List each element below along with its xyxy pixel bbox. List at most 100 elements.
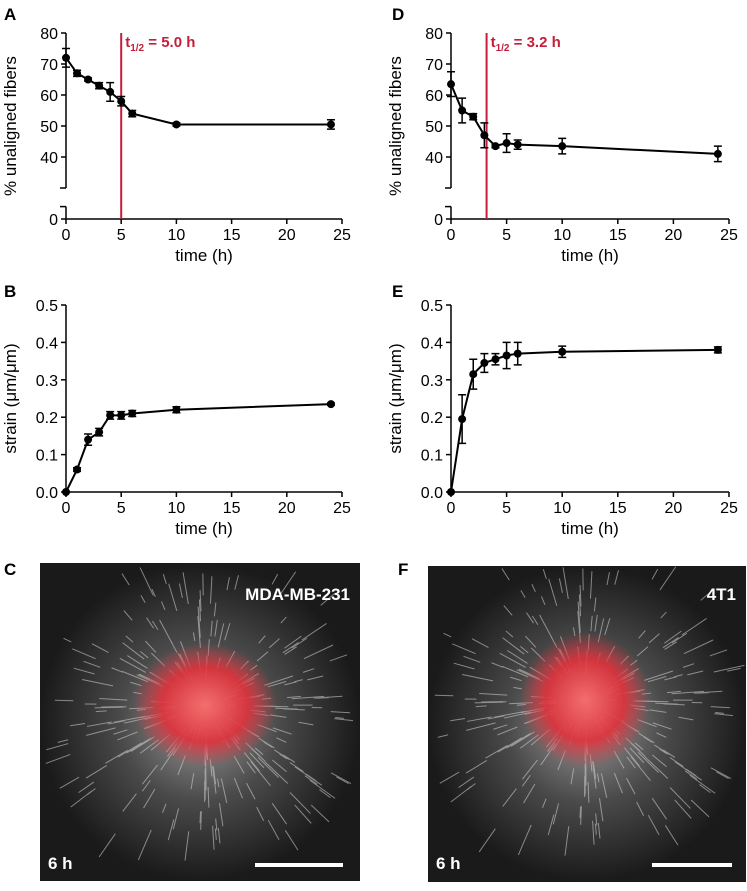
y-tick-label: 0.2 xyxy=(36,410,58,427)
x-tick-label: 25 xyxy=(720,500,738,517)
data-point xyxy=(491,142,499,150)
data-point xyxy=(469,113,477,121)
x-tick-label: 15 xyxy=(223,227,241,244)
x-axis-label: time (h) xyxy=(175,246,233,265)
data-point xyxy=(106,88,114,96)
y-tick-label: 0.1 xyxy=(36,448,58,465)
x-tick-label: 25 xyxy=(333,500,351,517)
y-tick-label: 50 xyxy=(40,119,58,136)
x-tick-label: 5 xyxy=(502,227,511,244)
data-point xyxy=(84,76,92,84)
x-tick-label: 15 xyxy=(609,227,627,244)
y-tick-label: 40 xyxy=(425,150,443,167)
panel-letter: A xyxy=(4,5,16,24)
y-tick-label: 80 xyxy=(425,26,443,43)
data-point xyxy=(558,348,566,356)
data-point xyxy=(469,370,477,378)
data-point xyxy=(447,80,455,88)
x-tick-label: 15 xyxy=(223,500,241,517)
x-axis-label: time (h) xyxy=(561,519,619,538)
data-point xyxy=(447,488,455,496)
image-time: 6 h xyxy=(436,854,461,873)
data-point xyxy=(491,355,499,363)
data-point xyxy=(106,411,114,419)
data-point xyxy=(558,142,566,150)
data-point xyxy=(514,141,522,149)
data-line xyxy=(451,350,718,492)
data-point xyxy=(458,107,466,115)
y-tick-label: 50 xyxy=(425,119,443,136)
data-point xyxy=(117,411,125,419)
data-point xyxy=(480,131,488,139)
data-point xyxy=(95,82,103,90)
y-tick-label: 60 xyxy=(40,88,58,105)
x-tick-label: 5 xyxy=(117,500,126,517)
y-tick-label: 0.3 xyxy=(36,373,58,390)
data-point xyxy=(503,139,511,147)
y-tick-label: 0.2 xyxy=(421,410,443,427)
panel-letter: D xyxy=(392,5,404,24)
annotation-text: = 5.0 h xyxy=(144,34,195,51)
image-c xyxy=(40,563,360,881)
panel-letter: C xyxy=(4,560,16,579)
annotation-label: t1/2 = 5.0 h xyxy=(125,34,195,54)
y-tick-label: 60 xyxy=(425,88,443,105)
y-tick-label: 80 xyxy=(40,26,58,43)
annotation-subscript: 1/2 xyxy=(130,43,144,54)
x-tick-label: 0 xyxy=(62,227,71,244)
x-tick-label: 0 xyxy=(62,500,71,517)
y-tick-label: 0 xyxy=(49,212,58,229)
data-point xyxy=(514,350,522,358)
x-tick-label: 5 xyxy=(117,227,126,244)
image-f xyxy=(428,566,746,882)
y-tick-label: 0.3 xyxy=(421,373,443,390)
data-point xyxy=(327,120,335,128)
data-point xyxy=(73,466,81,474)
data-point xyxy=(62,54,70,62)
data-line xyxy=(66,58,331,125)
data-point xyxy=(117,97,125,105)
y-tick-label: 0.5 xyxy=(36,298,58,315)
x-tick-label: 10 xyxy=(168,500,186,517)
x-tick-label: 5 xyxy=(502,500,511,517)
x-tick-label: 0 xyxy=(447,500,456,517)
panel-letter: B xyxy=(4,282,16,301)
data-point xyxy=(128,409,136,417)
data-point xyxy=(172,120,180,128)
annotation-subscript: 1/2 xyxy=(496,43,510,54)
image-time: 6 h xyxy=(48,854,73,873)
x-axis-label: time (h) xyxy=(561,246,619,265)
y-tick-label: 70 xyxy=(40,57,58,74)
y-tick-label: 0.0 xyxy=(36,485,58,502)
y-tick-label: 0.1 xyxy=(421,448,443,465)
x-tick-label: 10 xyxy=(553,227,571,244)
data-point xyxy=(73,69,81,77)
data-line xyxy=(66,404,331,492)
data-point xyxy=(503,351,511,359)
x-tick-label: 15 xyxy=(609,500,627,517)
data-point xyxy=(95,428,103,436)
annotation-label: t1/2 = 3.2 h xyxy=(491,34,561,54)
y-tick-label: 0.4 xyxy=(36,335,58,352)
x-axis-label: time (h) xyxy=(175,519,233,538)
x-tick-label: 20 xyxy=(278,227,296,244)
y-axis-label: strain (μm/μm) xyxy=(386,343,405,453)
x-tick-label: 25 xyxy=(333,227,351,244)
data-point xyxy=(327,400,335,408)
x-tick-label: 20 xyxy=(278,500,296,517)
data-point xyxy=(62,488,70,496)
y-tick-label: 0.4 xyxy=(421,335,443,352)
data-point xyxy=(714,346,722,354)
y-axis-label: strain (μm/μm) xyxy=(1,343,20,453)
data-point xyxy=(128,110,136,118)
chart: B 0 5 10 15 20 25 0.0 0.1 0.2 0.3 0.4 0.5 time (h) str… xyxy=(1,282,351,538)
x-tick-label: 10 xyxy=(168,227,186,244)
panel-letter: E xyxy=(392,282,403,301)
x-tick-label: 25 xyxy=(720,227,738,244)
y-tick-label: 40 xyxy=(40,150,58,167)
data-point xyxy=(480,359,488,367)
